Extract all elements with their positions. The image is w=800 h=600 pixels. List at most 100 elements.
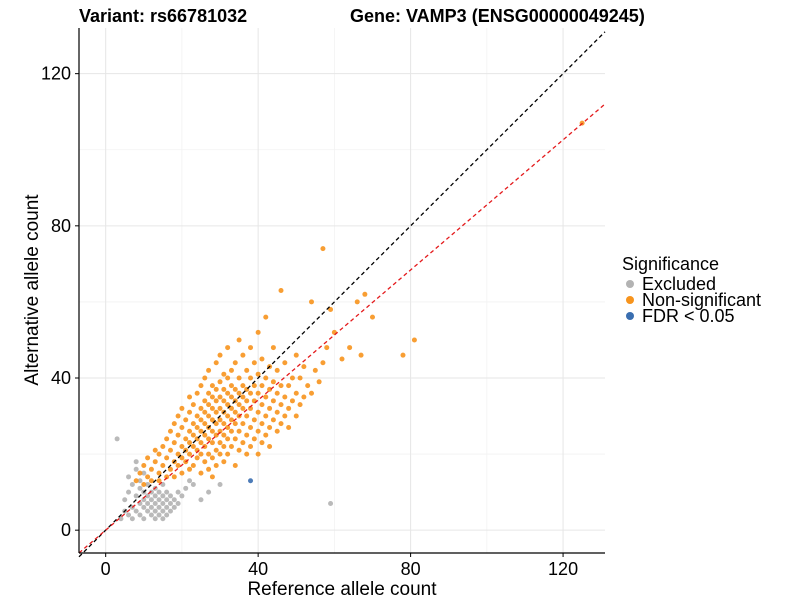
point-non-significant — [217, 352, 223, 358]
point-non-significant — [255, 371, 261, 377]
legend-key-marker — [626, 312, 634, 320]
point-non-significant — [190, 443, 196, 449]
point-non-significant — [228, 394, 234, 400]
point-non-significant — [263, 394, 269, 400]
point-non-significant — [175, 451, 181, 457]
point-excluded — [217, 482, 223, 488]
point-non-significant — [152, 447, 158, 453]
point-non-significant — [179, 455, 185, 461]
point-excluded — [164, 512, 170, 518]
point-excluded — [167, 493, 173, 499]
point-non-significant — [274, 390, 280, 396]
point-non-significant — [236, 375, 242, 381]
point-non-significant — [221, 459, 227, 465]
point-non-significant — [183, 436, 189, 442]
point-excluded — [175, 489, 181, 495]
point-non-significant — [259, 383, 265, 389]
point-excluded — [160, 501, 166, 507]
point-non-significant — [232, 421, 238, 427]
point-non-significant — [289, 398, 295, 404]
legend-item-label: FDR < 0.05 — [642, 306, 735, 326]
point-non-significant — [255, 451, 261, 457]
point-non-significant — [228, 428, 234, 434]
point-non-significant — [206, 390, 212, 396]
point-non-significant — [259, 440, 265, 446]
point-non-significant — [286, 405, 292, 411]
point-non-significant — [217, 394, 223, 400]
point-non-significant — [263, 314, 269, 320]
point-non-significant — [251, 360, 257, 366]
point-non-significant — [305, 383, 311, 389]
point-excluded — [198, 497, 204, 503]
point-non-significant — [251, 383, 257, 389]
point-non-significant — [179, 470, 185, 476]
point-non-significant — [316, 379, 322, 385]
point-non-significant — [309, 299, 315, 305]
legend: Significance ExcludedNon-significantFDR … — [622, 254, 761, 326]
point-excluded — [164, 497, 170, 503]
point-non-significant — [282, 413, 288, 419]
point-excluded — [118, 516, 124, 522]
point-excluded — [156, 512, 162, 518]
point-non-significant — [270, 398, 276, 404]
point-non-significant — [206, 367, 212, 373]
point-excluded — [129, 516, 135, 522]
point-non-significant — [312, 367, 318, 373]
point-non-significant — [179, 443, 185, 449]
point-non-significant — [213, 421, 219, 427]
point-excluded — [179, 493, 185, 499]
point-non-significant — [248, 443, 254, 449]
point-non-significant — [198, 383, 204, 389]
point-non-significant — [228, 417, 234, 423]
point-non-significant — [278, 402, 284, 408]
point-excluded — [114, 436, 120, 442]
point-non-significant — [221, 421, 227, 427]
point-non-significant — [133, 478, 139, 484]
point-non-significant — [274, 409, 280, 415]
point-non-significant — [369, 314, 375, 320]
point-non-significant — [270, 345, 276, 351]
point-non-significant — [198, 470, 204, 476]
point-non-significant — [274, 428, 280, 434]
point-non-significant — [164, 436, 170, 442]
point-non-significant — [255, 390, 261, 396]
point-non-significant — [160, 463, 166, 468]
point-non-significant — [255, 329, 261, 335]
point-non-significant — [156, 478, 162, 484]
point-non-significant — [167, 428, 173, 434]
point-non-significant — [267, 405, 273, 411]
reference-line-identity — [78, 31, 606, 558]
point-non-significant — [228, 367, 234, 373]
point-excluded — [145, 493, 151, 499]
point-non-significant — [206, 436, 212, 442]
point-non-significant — [232, 386, 238, 392]
point-non-significant — [297, 402, 303, 408]
point-non-significant — [202, 443, 208, 449]
data-points — [114, 120, 585, 522]
point-non-significant — [263, 375, 269, 381]
point-non-significant — [225, 345, 231, 351]
point-non-significant — [209, 455, 215, 461]
point-non-significant — [240, 352, 246, 358]
point-non-significant — [217, 428, 223, 434]
point-non-significant — [278, 421, 284, 427]
point-non-significant — [217, 405, 223, 411]
point-non-significant — [175, 463, 181, 468]
point-non-significant — [240, 440, 246, 446]
point-non-significant — [141, 463, 147, 468]
point-non-significant — [411, 337, 417, 343]
point-non-significant — [179, 424, 185, 430]
point-non-significant — [236, 402, 242, 408]
point-non-significant — [206, 413, 212, 419]
point-non-significant — [198, 417, 204, 423]
point-non-significant — [251, 436, 257, 442]
point-non-significant — [187, 428, 193, 434]
point-non-significant — [228, 443, 234, 449]
point-excluded — [141, 516, 147, 522]
point-excluded — [164, 504, 170, 510]
point-excluded — [164, 489, 170, 495]
point-non-significant — [209, 405, 215, 411]
point-non-significant — [259, 421, 265, 427]
point-excluded — [126, 474, 132, 480]
point-non-significant — [228, 405, 234, 411]
